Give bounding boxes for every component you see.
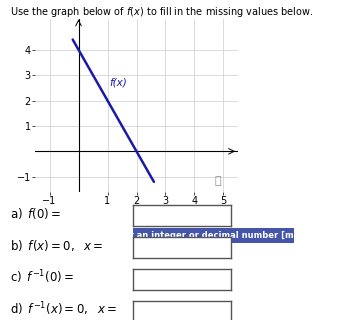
Text: f(x): f(x) xyxy=(109,77,127,87)
Text: a) $f(0)=$: a) $f(0)=$ xyxy=(10,206,62,220)
Text: ⌕: ⌕ xyxy=(215,176,221,186)
Text: d) $f^{-1}(x)=0,\ \ x=$: d) $f^{-1}(x)=0,\ \ x=$ xyxy=(10,300,118,318)
Text: Enter an integer or decimal number [more..]: Enter an integer or decimal number [more… xyxy=(108,231,319,240)
Text: Use the graph below of $f(x)$ to fill in the missing values below.: Use the graph below of $f(x)$ to fill in… xyxy=(10,5,314,19)
Text: c) $f^{-1}(0)=$: c) $f^{-1}(0)=$ xyxy=(10,268,75,286)
Text: b) $f(x)=0,\ \ x=$: b) $f(x)=0,\ \ x=$ xyxy=(10,238,104,252)
